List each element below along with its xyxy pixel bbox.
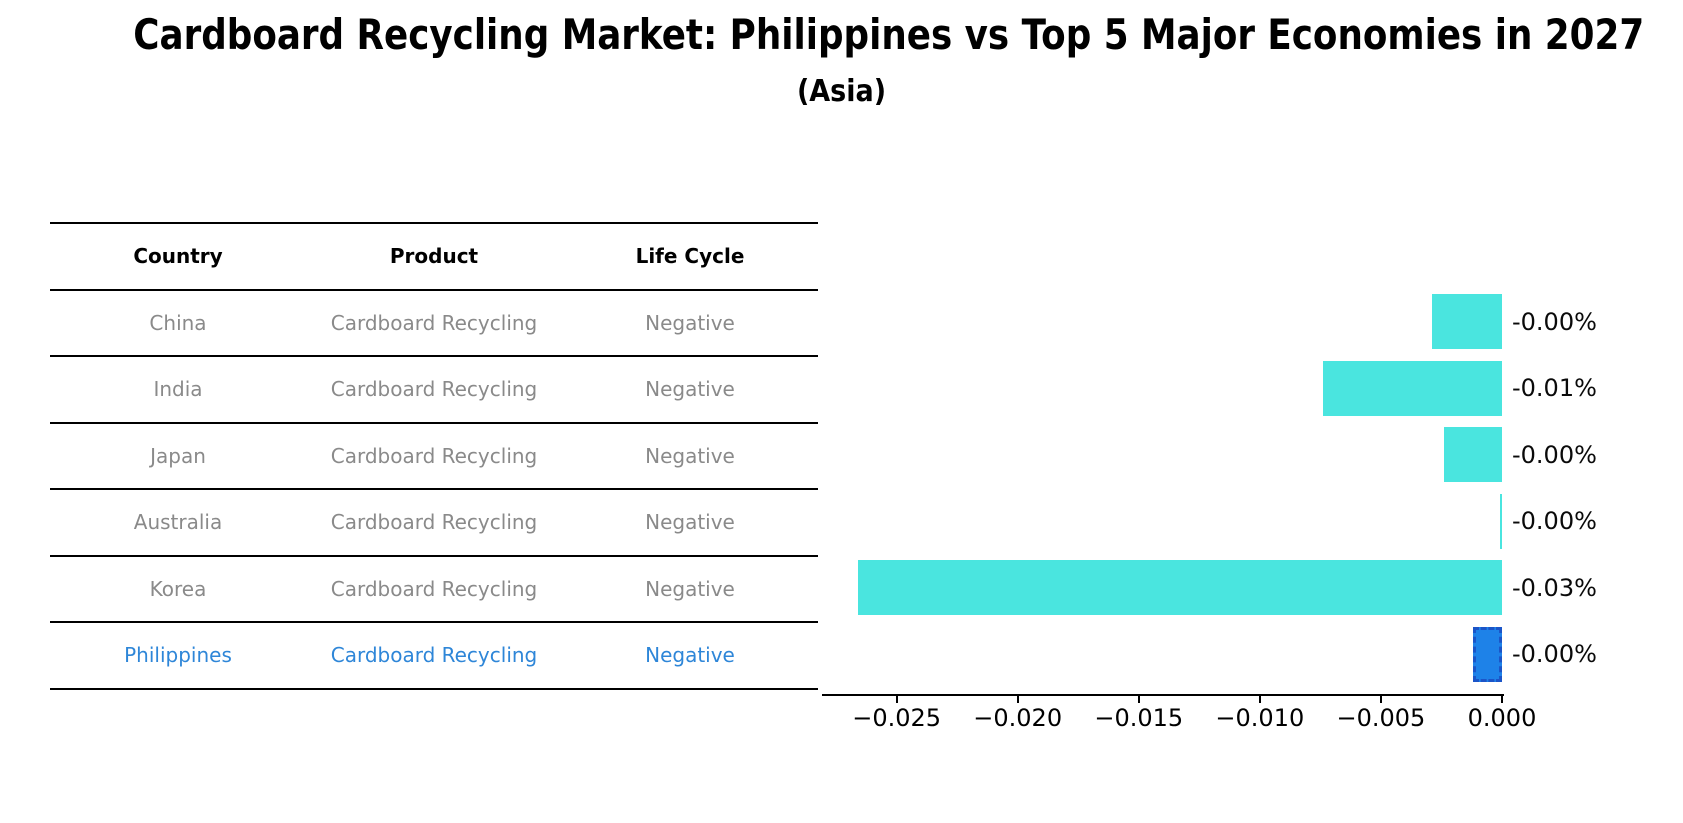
cell-life-cycle: Negative bbox=[645, 576, 735, 601]
cell-country: India bbox=[153, 377, 203, 402]
column-header-country: Country bbox=[133, 244, 223, 269]
cell-country: Japan bbox=[150, 443, 206, 468]
bar-value-label-philippines: -0.00% bbox=[1512, 640, 1597, 669]
column-header-product: Product bbox=[389, 244, 479, 269]
x-tick-label: −0.010 bbox=[1215, 704, 1305, 732]
x-tick-label: −0.020 bbox=[973, 704, 1063, 732]
bar-china bbox=[1432, 294, 1502, 350]
cell-country: China bbox=[149, 310, 207, 335]
cell-product: Cardboard Recycling bbox=[330, 377, 538, 402]
title-row: Cardboard Recycling Market: Philippines … bbox=[0, 10, 1683, 59]
x-tick-label: −0.015 bbox=[1094, 704, 1184, 732]
table-body: China Cardboard Recycling Negative India Car… bbox=[50, 291, 818, 690]
cell-life-cycle: Negative bbox=[645, 443, 735, 468]
cell-product: Cardboard Recycling bbox=[330, 510, 538, 535]
table-header-row: Country Product Life Cycle bbox=[50, 224, 818, 291]
table-row-japan: Japan Cardboard Recycling Negative bbox=[50, 424, 818, 490]
x-tick-mark bbox=[1501, 695, 1503, 703]
table-row-philippines: Philippines Cardboard Recycling Negative bbox=[50, 623, 818, 690]
bar-value-label-india: -0.01% bbox=[1512, 374, 1597, 403]
cell-country: Korea bbox=[149, 576, 207, 601]
chart-title: Cardboard Recycling Market: Philippines … bbox=[133, 10, 1645, 59]
x-tick-mark bbox=[1258, 695, 1261, 703]
bar-value-label-china: -0.00% bbox=[1512, 307, 1597, 336]
cell-country: Australia bbox=[133, 510, 223, 535]
table-row-china: China Cardboard Recycling Negative bbox=[50, 291, 818, 357]
cell-life-cycle: Negative bbox=[645, 510, 735, 535]
bar-value-label-japan: -0.00% bbox=[1512, 440, 1597, 469]
cell-life-cycle: Negative bbox=[645, 310, 735, 335]
cell-country: Philippines bbox=[124, 643, 232, 668]
bar-australia bbox=[1500, 493, 1502, 549]
bar-value-label-australia: -0.00% bbox=[1512, 507, 1597, 536]
x-tick-label: 0.000 bbox=[1467, 704, 1537, 732]
subtitle-row: (Asia) bbox=[0, 74, 1683, 109]
column-header-life-cycle: Life Cycle bbox=[635, 244, 745, 269]
bar-india bbox=[1323, 360, 1502, 416]
x-tick-mark bbox=[1379, 695, 1382, 703]
table-row-australia: Australia Cardboard Recycling Negative bbox=[50, 490, 818, 557]
bar-korea bbox=[858, 560, 1502, 616]
bar-japan bbox=[1444, 427, 1502, 483]
x-tick-label: −0.025 bbox=[852, 704, 942, 732]
x-tick-mark bbox=[1016, 695, 1019, 703]
chart-subtitle: (Asia) bbox=[796, 74, 887, 109]
x-axis-line bbox=[822, 694, 1504, 696]
x-tick-mark bbox=[895, 695, 898, 703]
cell-product: Cardboard Recycling bbox=[330, 576, 538, 601]
table-row-india: India Cardboard Recycling Negative bbox=[50, 357, 818, 424]
cell-product: Cardboard Recycling bbox=[330, 310, 538, 335]
summary-table: Country Product Life Cycle China Cardboar… bbox=[50, 222, 818, 690]
table-row-korea: Korea Cardboard Recycling Negative bbox=[50, 557, 818, 623]
cell-product: Cardboard Recycling bbox=[330, 643, 538, 668]
bar-value-label-korea: -0.03% bbox=[1512, 573, 1597, 602]
cell-product: Cardboard Recycling bbox=[330, 443, 538, 468]
cell-life-cycle: Negative bbox=[645, 643, 735, 668]
bar-philippines bbox=[1473, 626, 1502, 682]
x-tick-mark bbox=[1137, 695, 1140, 703]
cell-life-cycle: Negative bbox=[645, 377, 735, 402]
x-tick-label: −0.005 bbox=[1336, 704, 1426, 732]
